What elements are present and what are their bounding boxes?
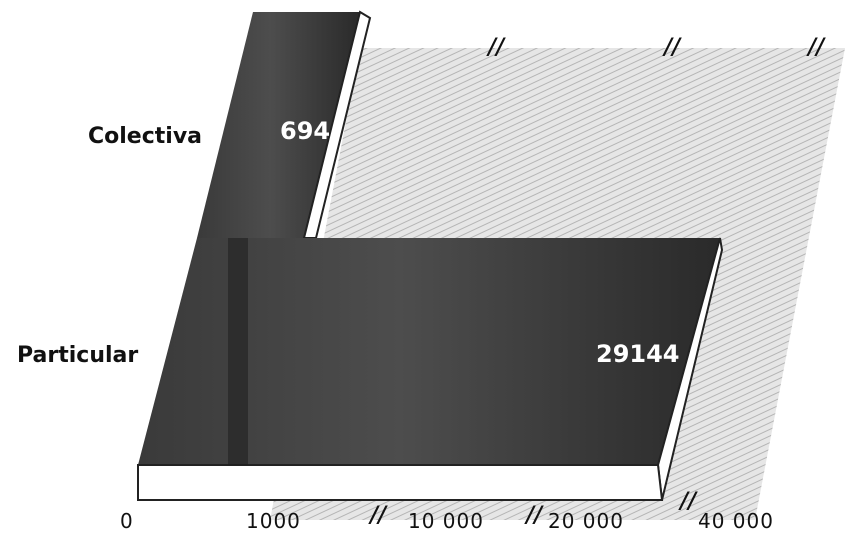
bar-particular-front bbox=[138, 238, 720, 465]
category-label-particular: Particular bbox=[17, 343, 138, 368]
x-tick-label-3: 20 000 bbox=[548, 509, 624, 533]
stripe-band bbox=[228, 238, 248, 465]
axis-break-mark-1: // bbox=[486, 34, 506, 60]
category-label-colectiva: Colectiva bbox=[88, 124, 202, 149]
axis-break-mark-6: // bbox=[678, 488, 698, 514]
bar-colectiva-front bbox=[197, 12, 360, 238]
axis-break-mark-5: // bbox=[524, 502, 544, 528]
axis-break-mark-4: // bbox=[368, 502, 388, 528]
axis-break-mark-3: // bbox=[806, 34, 826, 60]
x-tick-label-0: 0 bbox=[120, 509, 134, 533]
x-tick-label-2: 10 000 bbox=[408, 509, 484, 533]
x-tick-label-1: 1000 bbox=[246, 509, 301, 533]
value-label-colectiva: 694 bbox=[280, 117, 330, 145]
value-label-particular: 29144 bbox=[596, 340, 680, 368]
axis-break-mark-2: // bbox=[662, 34, 682, 60]
x-tick-label-4: 40 000 bbox=[698, 509, 774, 533]
bar-particular-bottom bbox=[137, 464, 664, 501]
bars-group bbox=[137, 10, 724, 501]
